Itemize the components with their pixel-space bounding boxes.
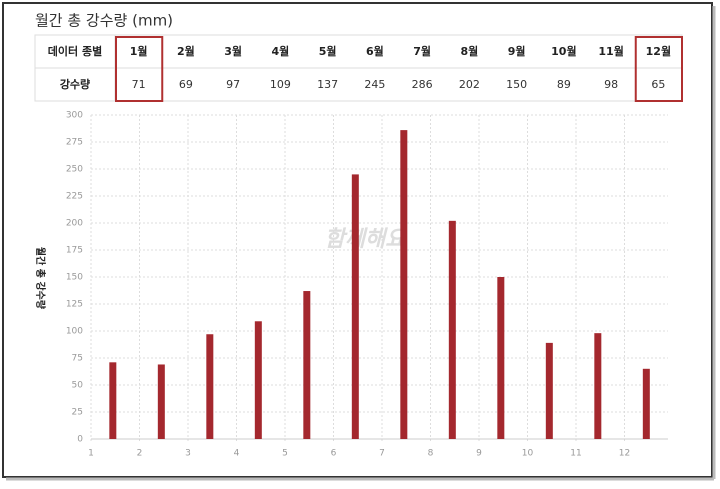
table-month: 1월 [130,44,148,58]
table-header-label: 데이터 종별 [48,44,102,58]
x-tick-label: 11 [570,449,581,459]
table-month: 7월 [413,44,431,58]
table-value: 109 [270,78,291,91]
highlight-box [634,36,683,102]
x-tick-label: 2 [137,449,143,459]
title: 월간 총 강수량 (mm) [35,12,173,30]
table-value: 69 [179,78,193,91]
bar [303,291,311,439]
x-tick-label: 4 [234,449,240,459]
y-tick-label: 225 [66,192,83,202]
table-value: 150 [506,78,527,91]
y-axis-label: 월간 총 강수량 [34,247,47,310]
bar [594,333,602,439]
bar [157,364,165,439]
x-tick-label: 7 [379,449,385,459]
y-tick-label: 300 [66,111,83,121]
table-value: 245 [364,78,385,91]
table-month: 2월 [177,44,195,58]
bar [206,334,214,439]
x-tick-label: 5 [282,449,288,459]
y-tick-label: 25 [72,408,83,418]
bar [254,321,262,439]
bar [109,362,117,439]
x-tick-label: 8 [428,449,434,459]
table-month: 12월 [646,44,671,58]
y-tick-label: 125 [66,300,83,310]
y-tick-label: 0 [77,435,83,445]
y-tick-label: 150 [66,273,83,283]
watermark: 함께해요 [325,227,408,252]
table-value: 89 [557,78,571,91]
bar [545,342,553,439]
bar [448,220,456,439]
table-value: 137 [317,78,338,91]
x-tick-label: 3 [185,449,191,459]
table-month: 5월 [319,44,337,58]
y-tick-label: 250 [66,165,83,175]
x-tick-label: 6 [331,449,337,459]
bar [642,368,650,439]
table-value: 97 [226,78,240,91]
x-tick-label: 1 [88,449,94,459]
table-month: 8월 [460,44,478,58]
table-month: 4월 [271,44,289,58]
y-tick-label: 100 [66,327,83,337]
table-value: 98 [604,78,618,91]
table-row-label: 강수량 [60,77,90,91]
y-tick-label: 275 [66,138,83,148]
table-value: 202 [459,78,480,91]
table-value: 286 [412,78,433,91]
y-tick-label: 200 [66,219,83,229]
x-tick-label: 10 [522,449,534,459]
y-tick-label: 75 [72,354,83,364]
table-month: 3월 [224,44,242,58]
y-tick-label: 175 [66,246,83,256]
highlight-box [115,36,164,102]
table-value: 65 [651,78,665,91]
bar [400,130,408,439]
table-value: 71 [132,78,146,91]
table-month: 6월 [366,44,384,58]
table-month: 11월 [598,44,623,58]
bar [351,174,359,439]
table-month: 10월 [551,44,576,58]
x-tick-label: 12 [619,449,630,459]
bar [497,277,505,439]
y-tick-label: 50 [72,381,84,391]
x-tick-label: 9 [476,449,482,459]
table-month: 9월 [508,44,526,58]
